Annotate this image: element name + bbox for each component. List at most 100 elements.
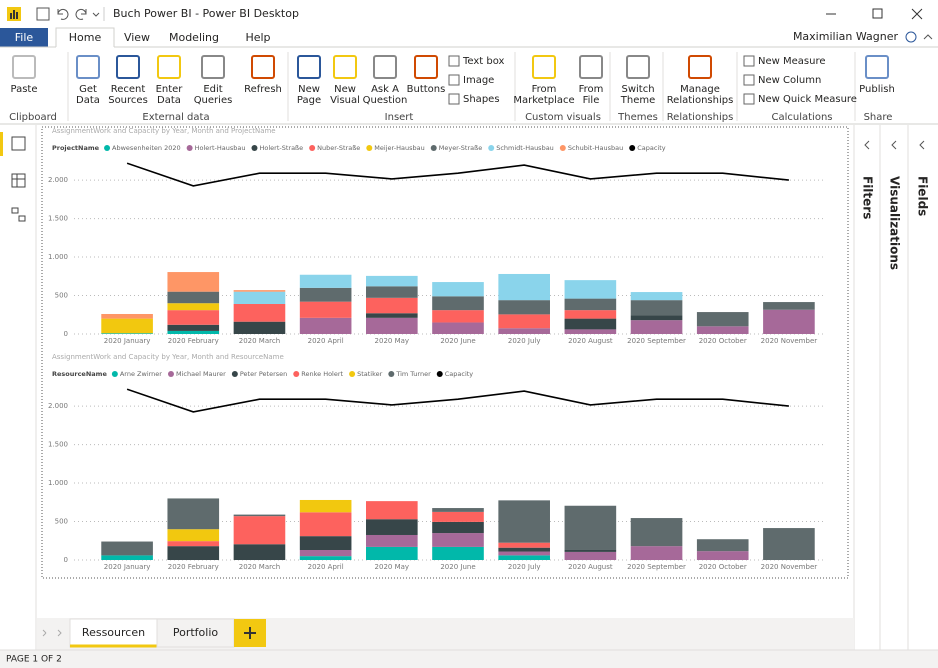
legend-label[interactable]: Renke Holert xyxy=(301,370,343,378)
bar-segment[interactable] xyxy=(763,302,815,310)
bar-segment[interactable] xyxy=(299,301,352,318)
button-label[interactable]: Manage xyxy=(680,84,720,95)
bar-segment[interactable] xyxy=(432,322,484,334)
legend-label[interactable]: Capacity xyxy=(637,144,666,152)
button-label[interactable]: Recent xyxy=(111,84,146,95)
button-label[interactable]: Visual xyxy=(330,95,360,106)
bar-segment[interactable] xyxy=(167,546,220,560)
data-view-button[interactable] xyxy=(11,173,26,188)
bar-segment[interactable] xyxy=(564,310,617,319)
redo-button[interactable] xyxy=(75,8,87,20)
legend-label[interactable]: Abwesenheiten 2020 xyxy=(112,144,181,152)
small-button-icon[interactable] xyxy=(743,55,755,67)
bar-segment[interactable] xyxy=(630,315,683,321)
bar-segment[interactable] xyxy=(233,321,286,334)
button-icon[interactable] xyxy=(414,55,438,79)
bar-segment[interactable] xyxy=(101,541,153,556)
bar-segment[interactable] xyxy=(696,312,749,327)
bar-segment[interactable] xyxy=(101,313,153,319)
pane-chevron[interactable] xyxy=(891,140,897,150)
bar-segment[interactable] xyxy=(630,300,683,316)
button-label[interactable]: From xyxy=(579,84,604,95)
small-button-icon[interactable] xyxy=(743,74,755,86)
page-tab-label[interactable]: Ressourcen xyxy=(82,626,145,639)
small-button-label[interactable]: Shapes xyxy=(463,94,500,105)
small-button-label[interactable]: New Measure xyxy=(758,56,826,67)
bar-segment[interactable] xyxy=(299,536,352,550)
button-label[interactable]: Get xyxy=(79,84,97,95)
model-view-button[interactable] xyxy=(11,207,19,214)
bar-segment[interactable] xyxy=(366,546,418,560)
button-label[interactable]: Relationships xyxy=(667,95,734,106)
legend-label[interactable]: Holert-Hausbau xyxy=(195,144,246,152)
ribbon-tab[interactable]: File xyxy=(15,31,34,44)
bar-segment[interactable] xyxy=(233,514,286,517)
bar-segment[interactable] xyxy=(101,333,153,334)
collapse-ribbon[interactable] xyxy=(923,34,933,40)
small-button-icon[interactable] xyxy=(743,93,755,105)
ribbon-tab[interactable]: Home xyxy=(69,31,102,44)
undo-button[interactable] xyxy=(57,8,69,20)
file-tab-bg[interactable] xyxy=(0,28,48,47)
bar-segment[interactable] xyxy=(564,329,617,334)
bar-segment[interactable] xyxy=(366,286,418,298)
pane-chevron[interactable] xyxy=(864,140,870,150)
bar-segment[interactable] xyxy=(366,519,418,535)
button-icon[interactable] xyxy=(251,55,275,79)
bar-segment[interactable] xyxy=(630,292,683,301)
bar-segment[interactable] xyxy=(564,549,617,552)
legend-label[interactable]: Meijer-Hausbau xyxy=(374,144,424,152)
bar-segment[interactable] xyxy=(564,551,617,560)
bar-segment[interactable] xyxy=(498,328,550,334)
bar-segment[interactable] xyxy=(299,317,352,334)
bar-segment[interactable] xyxy=(696,551,749,560)
button-label[interactable]: Paste xyxy=(11,84,38,95)
button-label[interactable]: New xyxy=(334,84,356,95)
bar-segment[interactable] xyxy=(366,275,418,287)
legend-label[interactable]: Arne Zwirner xyxy=(120,370,162,378)
bar-segment[interactable] xyxy=(498,542,550,548)
bar-segment[interactable] xyxy=(299,274,352,288)
button-label[interactable]: Edit xyxy=(203,84,222,95)
button-label[interactable]: Theme xyxy=(620,95,656,106)
button-label[interactable]: Marketplace xyxy=(513,95,574,106)
legend-label[interactable]: Schubit-Hausbau xyxy=(568,144,623,152)
button-icon[interactable] xyxy=(532,55,556,79)
bar-segment[interactable] xyxy=(299,549,352,557)
button-label[interactable]: Page xyxy=(297,95,321,106)
legend-label[interactable]: Peter Petersen xyxy=(240,370,287,378)
button-label[interactable]: Ask A xyxy=(371,84,399,95)
bar-segment[interactable] xyxy=(167,272,220,292)
save-button[interactable] xyxy=(36,7,50,21)
page-tab[interactable] xyxy=(69,618,158,648)
ribbon-tab[interactable]: Modeling xyxy=(169,31,219,44)
bar-segment[interactable] xyxy=(167,324,220,331)
report-view-button[interactable] xyxy=(11,136,26,151)
bar-segment[interactable] xyxy=(167,541,220,547)
button-icon[interactable] xyxy=(157,55,181,79)
button-label[interactable]: Publish xyxy=(859,84,895,95)
bar-segment[interactable] xyxy=(498,551,550,556)
bar-segment[interactable] xyxy=(498,273,550,301)
button-label[interactable]: Queries xyxy=(194,95,233,106)
small-button-label[interactable]: Image xyxy=(463,75,494,86)
ribbon-tab[interactable]: View xyxy=(124,31,150,44)
button-icon[interactable] xyxy=(333,55,357,79)
bar-segment[interactable] xyxy=(366,501,418,520)
button-label[interactable]: Buttons xyxy=(407,84,446,95)
bar-segment[interactable] xyxy=(630,518,683,547)
page-tab[interactable] xyxy=(156,618,235,648)
button-icon[interactable] xyxy=(297,55,321,79)
button-icon[interactable] xyxy=(116,55,140,79)
pane-title[interactable]: Fields xyxy=(916,176,930,216)
page-tab-label[interactable]: Portfolio xyxy=(173,626,219,639)
button-icon[interactable] xyxy=(373,55,397,79)
button-label[interactable]: Data xyxy=(157,95,181,106)
legend-label[interactable]: Capacity xyxy=(445,370,474,378)
bar-segment[interactable] xyxy=(498,500,550,543)
small-button-label[interactable]: New Column xyxy=(758,75,821,86)
bar-segment[interactable] xyxy=(299,499,352,513)
bar-segment[interactable] xyxy=(696,539,749,552)
close-button[interactable] xyxy=(911,8,923,20)
bar-segment[interactable] xyxy=(299,512,352,537)
